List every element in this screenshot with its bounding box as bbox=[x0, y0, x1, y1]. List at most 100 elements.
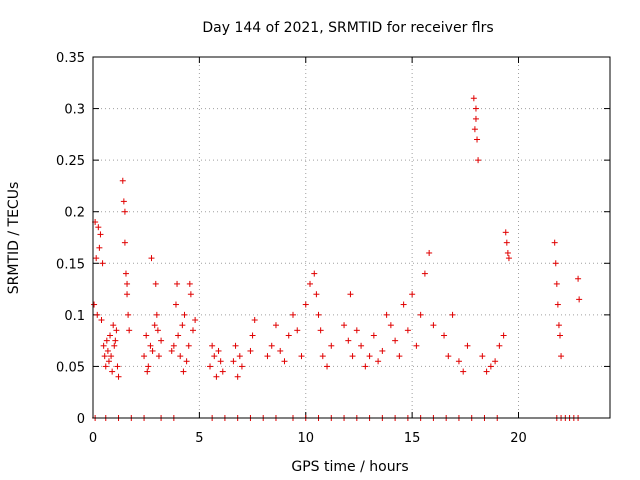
data-point bbox=[472, 115, 479, 122]
y-tick-label: 0.35 bbox=[56, 51, 85, 66]
data-point bbox=[149, 347, 156, 354]
data-point bbox=[100, 342, 107, 349]
data-point bbox=[472, 105, 479, 112]
data-point bbox=[294, 327, 301, 334]
data-point bbox=[110, 322, 117, 329]
data-point bbox=[430, 322, 437, 329]
data-point bbox=[238, 363, 245, 370]
data-point bbox=[213, 373, 220, 380]
data-point bbox=[268, 342, 275, 349]
data-point bbox=[145, 363, 152, 370]
data-point bbox=[313, 291, 320, 298]
data-point bbox=[302, 301, 309, 308]
data-point bbox=[108, 353, 115, 360]
data-point bbox=[558, 353, 565, 360]
data-point bbox=[281, 358, 288, 365]
data-point bbox=[315, 311, 322, 318]
data-point bbox=[124, 280, 131, 287]
data-point bbox=[421, 270, 428, 277]
data-point bbox=[445, 353, 452, 360]
data-point bbox=[383, 311, 390, 318]
data-point bbox=[375, 358, 382, 365]
data-point bbox=[362, 363, 369, 370]
data-point bbox=[353, 327, 360, 334]
data-point bbox=[154, 327, 161, 334]
data-point bbox=[272, 322, 279, 329]
data-point bbox=[121, 239, 128, 246]
y-tick-label: 0.05 bbox=[56, 360, 85, 375]
data-point bbox=[496, 342, 503, 349]
data-point bbox=[249, 332, 256, 339]
data-point bbox=[93, 255, 100, 262]
data-point bbox=[192, 317, 199, 324]
data-point bbox=[168, 347, 175, 354]
x-tick-label: 15 bbox=[404, 431, 421, 446]
tick-layer: 0 0.05 0.1 0.15 0.2 0.25 0.3 0.35 0 5 10 15 20 bbox=[56, 51, 610, 446]
data-point bbox=[264, 353, 271, 360]
data-point bbox=[277, 347, 284, 354]
data-point bbox=[119, 177, 126, 184]
y-tick-label: 0.25 bbox=[56, 154, 85, 169]
data-point bbox=[113, 327, 120, 334]
data-point bbox=[413, 342, 420, 349]
data-point bbox=[366, 353, 373, 360]
data-point bbox=[289, 311, 296, 318]
data-point bbox=[555, 322, 562, 329]
data-point bbox=[464, 342, 471, 349]
data-point bbox=[120, 198, 127, 205]
data-point bbox=[181, 311, 188, 318]
data-point bbox=[172, 301, 179, 308]
data-point bbox=[215, 347, 222, 354]
data-point bbox=[551, 239, 558, 246]
data-point bbox=[404, 327, 411, 334]
data-point bbox=[189, 327, 196, 334]
data-point bbox=[98, 317, 105, 324]
data-point bbox=[141, 353, 148, 360]
data-point bbox=[298, 353, 305, 360]
data-point bbox=[347, 291, 354, 298]
data-point bbox=[349, 353, 356, 360]
data-point bbox=[417, 311, 424, 318]
data-point bbox=[148, 255, 155, 262]
y-axis-label: SRMTID / TECUs bbox=[6, 182, 22, 295]
chart-title: Day 144 of 2021, SRMTID for receiver flr… bbox=[202, 20, 493, 36]
data-point bbox=[328, 342, 335, 349]
data-point bbox=[97, 231, 104, 238]
data-point bbox=[449, 311, 456, 318]
plot-frame bbox=[92, 56, 611, 419]
data-point bbox=[125, 311, 132, 318]
data-point bbox=[144, 368, 151, 375]
data-point bbox=[219, 368, 226, 375]
y-tick-label: 0.1 bbox=[64, 309, 85, 324]
data-point bbox=[474, 136, 481, 143]
y-tick-label: 0.3 bbox=[64, 103, 85, 118]
data-point bbox=[317, 327, 324, 334]
data-point bbox=[502, 229, 509, 236]
data-point bbox=[102, 363, 109, 370]
x-tick-label: 5 bbox=[195, 431, 203, 446]
data-point bbox=[557, 332, 564, 339]
data-point bbox=[158, 337, 165, 344]
data-point bbox=[552, 260, 559, 267]
data-point bbox=[170, 342, 177, 349]
data-point bbox=[396, 353, 403, 360]
grid-layer bbox=[93, 57, 610, 418]
data-point bbox=[186, 280, 193, 287]
data-point bbox=[121, 208, 128, 215]
data-point bbox=[576, 296, 583, 303]
x-tick-label: 20 bbox=[510, 431, 527, 446]
data-point bbox=[143, 332, 150, 339]
data-point bbox=[109, 368, 116, 375]
data-point bbox=[115, 373, 122, 380]
data-point bbox=[175, 332, 182, 339]
data-point bbox=[311, 270, 318, 277]
data-point bbox=[230, 358, 237, 365]
data-point bbox=[107, 332, 114, 339]
data-point bbox=[91, 301, 98, 308]
data-point bbox=[341, 322, 348, 329]
data-point bbox=[232, 342, 239, 349]
data-point bbox=[426, 249, 433, 256]
data-point bbox=[126, 327, 133, 334]
data-point bbox=[124, 291, 131, 298]
